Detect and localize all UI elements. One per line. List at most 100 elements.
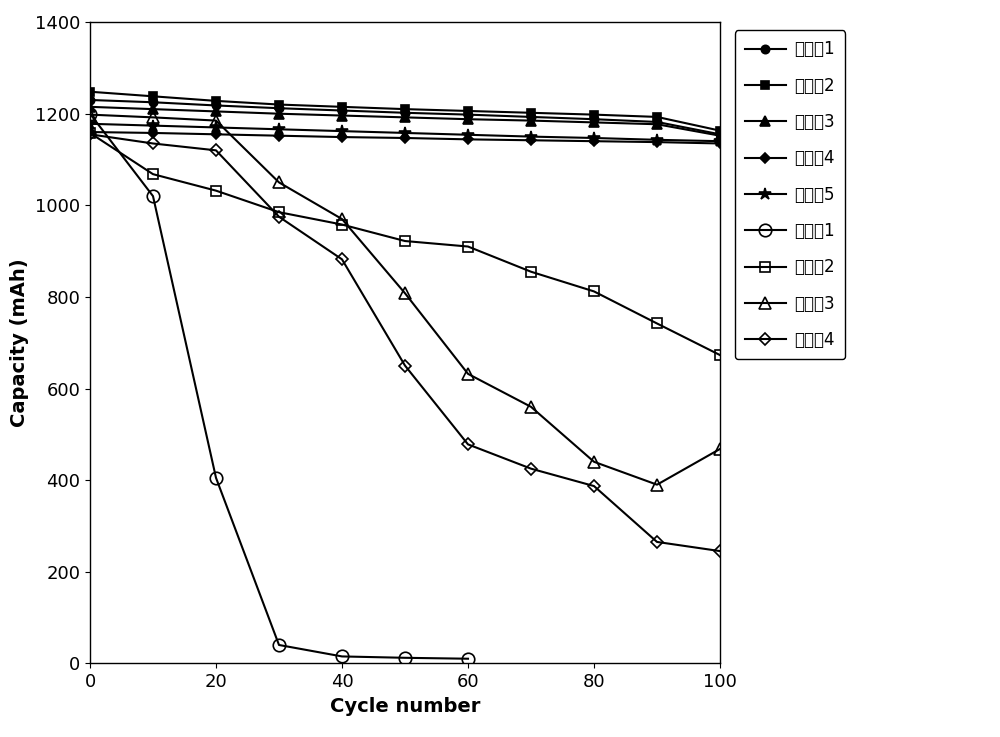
实施例3 [147, 105, 159, 113]
实施例1 [336, 106, 348, 115]
实施例3 [210, 107, 222, 116]
实施例5 [84, 119, 96, 128]
对比例3 [651, 481, 663, 489]
实施例5 [210, 123, 222, 132]
Y-axis label: Capacity (mAh): Capacity (mAh) [10, 259, 29, 427]
Legend: 实施例1, 实施例2, 实施例3, 实施例4, 实施例5, 对比例1, 对比例2, 对比例3, 对比例4: 实施例1, 实施例2, 实施例3, 实施例4, 实施例5, 对比例1, 对比例2… [735, 30, 845, 359]
对比例2 [273, 208, 285, 217]
对比例2 [462, 242, 474, 251]
实施例3 [714, 131, 726, 140]
实施例2 [336, 102, 348, 111]
实施例3 [84, 102, 96, 111]
对比例3 [462, 369, 474, 378]
对比例2 [147, 170, 159, 178]
对比例3 [525, 402, 537, 411]
Line: 实施例2: 实施例2 [86, 88, 724, 135]
对比例3 [210, 116, 222, 125]
实施例1 [714, 130, 726, 139]
对比例4 [462, 440, 474, 449]
对比例3 [399, 289, 411, 298]
实施例4 [588, 137, 600, 146]
实施例3 [651, 120, 663, 129]
实施例1 [273, 104, 285, 113]
实施例1 [210, 101, 222, 110]
实施例1 [462, 111, 474, 119]
Line: 实施例4: 实施例4 [87, 128, 723, 147]
实施例2 [399, 105, 411, 113]
对比例2 [399, 237, 411, 245]
实施例4 [525, 136, 537, 144]
对比例3 [714, 444, 726, 453]
Line: 对比例4: 对比例4 [86, 130, 724, 555]
实施例3 [399, 113, 411, 122]
实施例3 [525, 116, 537, 125]
实施例5 [714, 137, 726, 146]
实施例2 [588, 111, 600, 119]
对比例3 [147, 113, 159, 122]
实施例4 [147, 128, 159, 137]
实施例2 [273, 100, 285, 109]
X-axis label: Cycle number: Cycle number [330, 696, 480, 716]
对比例1 [210, 473, 222, 482]
对比例4 [147, 139, 159, 148]
实施例3 [273, 109, 285, 118]
实施例5 [651, 136, 663, 144]
实施例3 [462, 115, 474, 124]
实施例1 [147, 98, 159, 107]
实施例1 [651, 117, 663, 126]
对比例1 [336, 652, 348, 661]
实施例5 [399, 128, 411, 137]
对比例1 [84, 109, 96, 118]
Line: 实施例1: 实施例1 [86, 96, 724, 139]
对比例3 [84, 111, 96, 119]
对比例1 [462, 654, 474, 663]
实施例4 [273, 131, 285, 140]
对比例2 [651, 319, 663, 328]
对比例2 [525, 268, 537, 276]
实施例2 [525, 108, 537, 117]
对比例2 [210, 186, 222, 195]
实施例4 [399, 133, 411, 142]
实施例3 [588, 118, 600, 127]
实施例5 [147, 121, 159, 130]
实施例1 [84, 96, 96, 105]
实施例2 [462, 107, 474, 116]
实施例2 [651, 113, 663, 122]
实施例1 [399, 108, 411, 117]
Line: 对比例2: 对比例2 [85, 128, 725, 360]
实施例4 [210, 130, 222, 139]
对比例4 [210, 146, 222, 155]
对比例2 [588, 287, 600, 296]
实施例5 [525, 132, 537, 141]
实施例3 [336, 111, 348, 120]
实施例2 [714, 126, 726, 135]
对比例3 [588, 458, 600, 467]
实施例1 [525, 113, 537, 122]
对比例2 [84, 128, 96, 137]
实施例4 [651, 138, 663, 147]
对比例4 [714, 547, 726, 556]
对比例1 [147, 192, 159, 200]
实施例1 [588, 115, 600, 124]
实施例4 [714, 139, 726, 148]
对比例4 [399, 361, 411, 370]
实施例2 [147, 92, 159, 101]
实施例4 [462, 135, 474, 144]
实施例4 [336, 133, 348, 142]
对比例3 [336, 214, 348, 223]
对比例3 [273, 178, 285, 187]
对比例4 [651, 537, 663, 546]
对比例2 [714, 351, 726, 360]
实施例5 [588, 133, 600, 142]
对比例4 [336, 255, 348, 264]
Line: 对比例3: 对比例3 [84, 109, 726, 490]
对比例4 [84, 130, 96, 139]
对比例4 [525, 464, 537, 473]
实施例5 [273, 125, 285, 133]
Line: 实施例5: 实施例5 [84, 117, 726, 147]
对比例4 [588, 482, 600, 491]
Line: 对比例1: 对比例1 [84, 108, 474, 665]
实施例2 [84, 87, 96, 96]
对比例2 [336, 220, 348, 229]
实施例2 [210, 97, 222, 105]
